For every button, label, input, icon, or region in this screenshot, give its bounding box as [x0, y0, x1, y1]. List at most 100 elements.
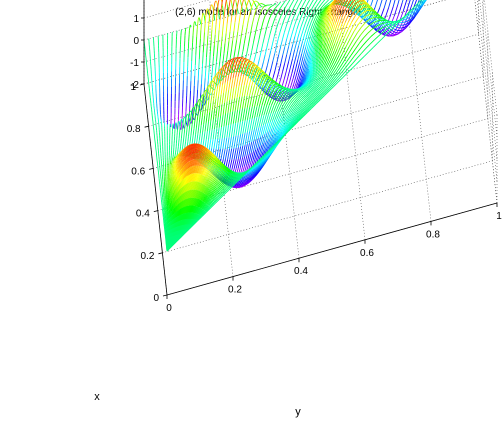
mesh-line: [324, 15, 329, 26]
mesh-line: [254, 161, 260, 166]
mesh-line: [249, 62, 253, 66]
mesh-line: [228, 79, 231, 90]
mesh-line: [351, 0, 355, 4]
mesh-line: [200, 96, 202, 100]
mesh-line: [275, 5, 278, 8]
mesh-line: [214, 189, 220, 195]
mesh-line: [249, 95, 253, 108]
mesh-line: [227, 60, 230, 62]
mesh-line: [311, 10, 315, 16]
mesh-line: [192, 165, 195, 174]
mesh-line: [281, 78, 285, 86]
mesh-line: [216, 51, 218, 62]
mesh-line: [393, 4, 399, 17]
mesh-line: [283, 122, 289, 131]
mesh-line: [229, 180, 235, 185]
mesh-line: [241, 75, 244, 86]
mesh-line: [259, 51, 262, 59]
mesh-line: [307, 89, 313, 95]
mesh-line: [277, 127, 282, 137]
mesh-line: [234, 63, 237, 70]
mesh-line: [234, 86, 237, 99]
mesh-line: [377, 38, 383, 44]
mesh-line: [371, 25, 377, 30]
mesh-line: [319, 82, 324, 88]
mesh-line: [186, 141, 189, 146]
mesh-line: [302, 96, 308, 102]
mesh-line: [177, 191, 179, 199]
mesh-line: [300, 91, 305, 96]
mesh-line: [338, 0, 342, 2]
mesh-line: [188, 212, 193, 220]
mesh-line: [340, 67, 346, 74]
mesh-line: [188, 125, 191, 131]
mesh-line: [182, 185, 186, 194]
mesh-line: [298, 90, 303, 94]
mesh-line: [362, 4, 368, 12]
mesh-line: [304, 3, 308, 9]
mesh-line: [286, 124, 291, 131]
mesh-line: [198, 191, 203, 200]
mesh-line: [269, 77, 273, 80]
mesh-line: [352, 0, 356, 3]
mesh-line: [326, 6, 331, 13]
mesh-line: [252, 62, 255, 64]
mesh-line: [309, 31, 313, 41]
mesh-line: [203, 195, 208, 202]
mesh-line: [235, 135, 239, 148]
mesh-line: [369, 39, 375, 45]
mesh-line: [198, 58, 200, 70]
mesh-line: [343, 3, 348, 7]
mesh-line: [225, 183, 231, 189]
mesh-line: [242, 132, 246, 147]
mesh-line: [207, 172, 211, 179]
mesh-line: [328, 39, 333, 51]
mesh-line: [221, 126, 225, 139]
mesh-line: [311, 24, 315, 32]
mesh-line: [251, 129, 255, 143]
mesh-line: [367, 3, 372, 8]
mesh-line: [277, 104, 282, 112]
mesh-line: [261, 153, 267, 159]
mesh-line: [302, 7, 306, 13]
mesh-line: [183, 164, 186, 172]
mesh-line: [345, 61, 351, 68]
mesh-line: [189, 166, 193, 175]
mesh-line: [319, 19, 324, 29]
mesh-line: [234, 177, 240, 182]
mesh-line: [316, 76, 321, 83]
mesh-line: [221, 169, 226, 172]
mesh-line: [329, 1, 333, 7]
mesh-line: [320, 65, 325, 73]
mesh-line: [317, 8, 321, 14]
mesh-line: [226, 14, 229, 24]
mesh-line: [278, 63, 282, 72]
mesh-line: [363, 3, 368, 5]
mesh-line: [266, 80, 271, 84]
mesh-line: [350, 64, 356, 70]
mesh-line: [266, 153, 271, 160]
mesh-line: [298, 110, 304, 117]
mesh-line: [192, 153, 196, 160]
mesh-line: [360, 29, 365, 36]
mesh-line: [203, 205, 209, 211]
mesh-line: [242, 179, 247, 182]
mesh-line: [255, 66, 259, 69]
mesh-line: [183, 170, 186, 180]
mesh-line: [355, 60, 361, 66]
mesh-line: [207, 85, 210, 87]
mesh-line: [178, 154, 180, 158]
mesh-line: [194, 145, 197, 150]
mesh-line: [342, 73, 348, 79]
mesh-line: [391, 22, 397, 27]
mesh-line: [276, 10, 280, 14]
mesh-line: [273, 7, 277, 10]
mesh-line: [337, 77, 343, 83]
mesh-line: [203, 177, 207, 185]
mesh-line: [188, 154, 192, 162]
mesh-line: [358, 12, 364, 18]
mesh-line: [191, 181, 196, 190]
mesh-line: [269, 140, 275, 150]
mesh-line: [342, 2, 347, 11]
mesh-line: [304, 10, 309, 16]
